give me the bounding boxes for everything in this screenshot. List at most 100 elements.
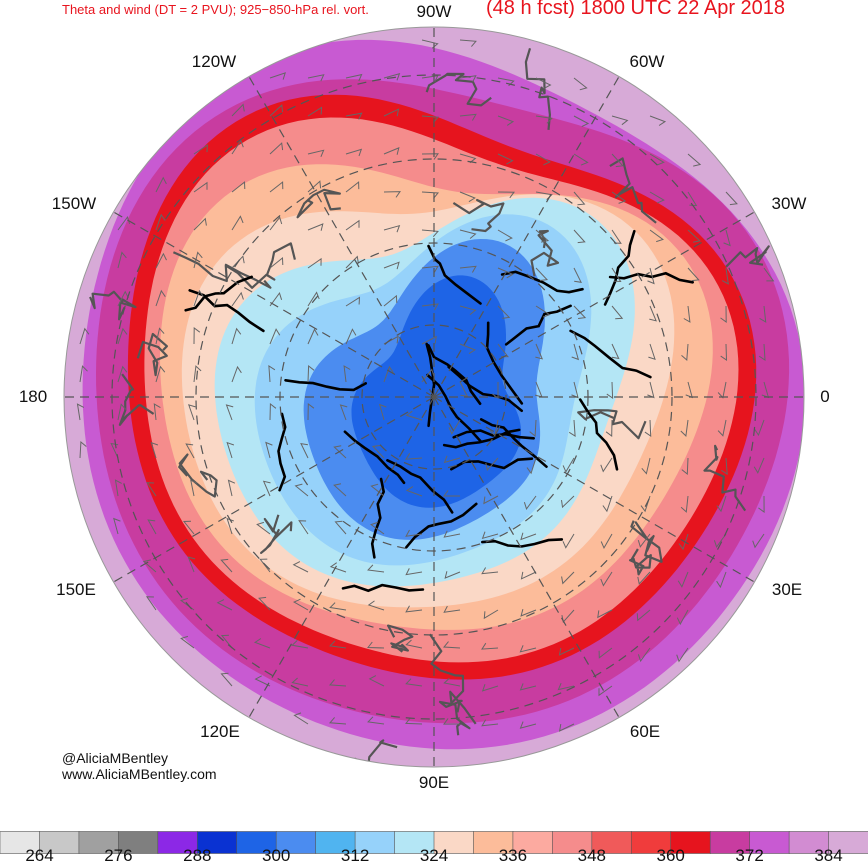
wind-barb — [520, 608, 537, 617]
wind-barb — [519, 683, 537, 691]
wind-barb — [405, 452, 423, 460]
wind-barb — [269, 104, 284, 117]
wind-barb — [606, 381, 614, 399]
lon-label-0: 0 — [820, 387, 830, 406]
wind-barb — [421, 265, 439, 273]
wind-barb — [421, 229, 439, 238]
meridian-line — [248, 76, 435, 398]
wind-barb — [641, 457, 651, 475]
wind-barb — [383, 261, 400, 270]
wind-barb — [571, 343, 580, 361]
wind-barb — [231, 291, 244, 307]
vorticity-contour — [504, 304, 572, 346]
latitude-circle — [195, 158, 673, 636]
wind-barb — [231, 255, 245, 269]
vorticity-contour — [442, 428, 521, 449]
lon-label-30w: 30W — [771, 194, 807, 213]
wind-barb — [557, 683, 575, 691]
vorticity-contour — [447, 365, 523, 413]
vorticity-contour — [427, 244, 482, 305]
wind-barb — [754, 419, 765, 437]
wind-barb — [678, 533, 689, 551]
wind-barb — [190, 479, 198, 497]
vorticity-contour — [485, 321, 524, 405]
wind-barb — [113, 517, 121, 535]
colorbar-label: 384 — [814, 846, 843, 865]
wind-barb — [459, 381, 469, 397]
vorticity-contour — [386, 459, 454, 514]
wind-barb — [328, 679, 347, 687]
wind-barb — [225, 404, 234, 421]
wind-barb — [687, 153, 702, 167]
wind-barb — [443, 530, 461, 538]
wind-barb — [421, 115, 440, 123]
wind-barb — [117, 403, 127, 421]
wind-barb — [220, 558, 233, 573]
wind-barb — [370, 521, 385, 535]
wind-barb — [481, 684, 499, 692]
wind-barb — [383, 294, 398, 307]
wind-barb — [254, 675, 271, 687]
wind-barb — [307, 106, 323, 117]
wind-barb — [329, 562, 347, 573]
wind-barb — [535, 305, 551, 318]
colorbar-label: 300 — [262, 846, 291, 865]
wind-barb — [366, 641, 385, 649]
wind-barb — [443, 490, 460, 497]
lon-label-90e: 90E — [418, 773, 450, 792]
wind-barb — [483, 495, 499, 505]
wind-barb — [720, 305, 727, 323]
wind-barb — [298, 520, 309, 535]
wind-barb — [185, 443, 195, 459]
coastline-segment — [89, 290, 137, 321]
wind-barb — [147, 519, 157, 535]
wind-barb — [717, 419, 727, 437]
wind-barb — [459, 305, 477, 315]
wind-barb — [497, 229, 513, 242]
wind-barb — [676, 647, 689, 663]
lon-label-60e: 60E — [629, 722, 661, 741]
wind-barb — [573, 305, 587, 319]
wind-barb — [79, 327, 90, 345]
wind-barb — [611, 267, 622, 283]
wind-barb — [558, 647, 575, 656]
wind-barb — [79, 440, 87, 459]
wind-barb — [328, 717, 347, 725]
meridian-line — [433, 211, 755, 398]
vorticity-contour — [569, 329, 652, 379]
vorticity-contour — [405, 502, 478, 549]
wind-barb — [443, 677, 461, 687]
wind-barb — [307, 74, 325, 82]
wind-barb — [155, 213, 166, 231]
wind-barb — [562, 533, 575, 549]
wind-barb — [193, 144, 208, 155]
meridian-line — [113, 211, 435, 398]
wind-barb — [443, 605, 461, 613]
wind-barb — [481, 567, 499, 575]
wind-barb — [523, 495, 537, 510]
wind-barb — [345, 73, 363, 82]
wind-barb — [713, 533, 727, 548]
lon-label-150e: 150E — [56, 580, 96, 599]
colorbar-label: 360 — [656, 846, 685, 865]
coastline-segment — [703, 444, 747, 512]
coastline-segment — [629, 548, 652, 576]
wind-barb — [535, 229, 550, 243]
wind-barb — [383, 108, 400, 117]
wind-barb — [442, 641, 461, 649]
wind-barb — [598, 685, 613, 697]
wind-barb — [256, 521, 271, 535]
wind-barb — [333, 483, 347, 497]
vorticity-contour — [426, 373, 482, 443]
vorticity-contour — [500, 270, 584, 294]
colorbar-label: 276 — [104, 846, 133, 865]
wind-barb — [716, 495, 727, 513]
wind-barb — [562, 457, 575, 473]
wind-barb — [459, 229, 477, 239]
vorticity-contour — [479, 418, 548, 468]
wind-barb — [268, 365, 276, 383]
vorticity-contour — [481, 538, 564, 548]
wind-barb — [368, 675, 385, 687]
wind-barb — [226, 517, 234, 535]
wind-barb — [720, 343, 728, 361]
